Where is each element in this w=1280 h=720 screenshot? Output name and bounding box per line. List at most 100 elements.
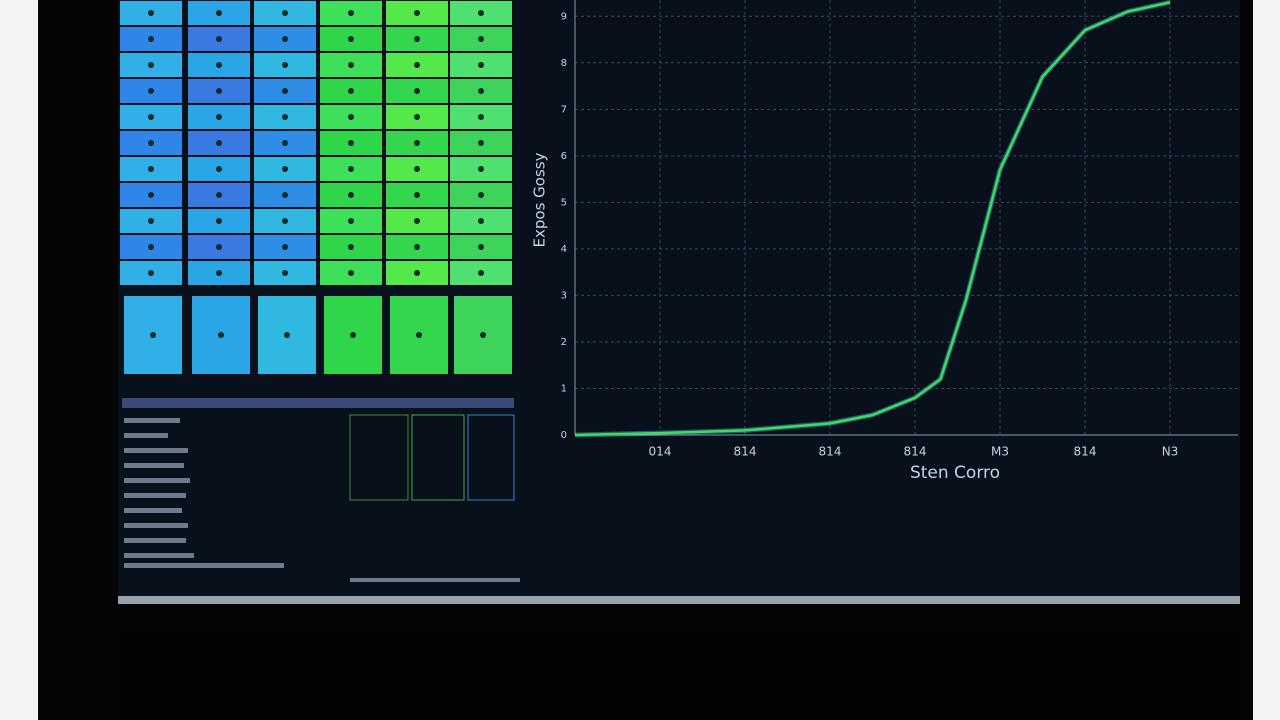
cell-dot [348,270,354,276]
cell-dot [148,140,154,146]
cell-dot [478,88,484,94]
cell-dot [282,88,288,94]
cell-dot [414,140,420,146]
cell-dot [414,218,420,224]
cell-dot [348,36,354,42]
cell-dot [348,140,354,146]
cell-dot [414,62,420,68]
text-line [124,493,186,498]
y-tick-label: 3 [561,290,567,301]
text-line [124,553,194,558]
cell-dot [148,244,154,250]
text-line [124,508,182,513]
cell-dot [478,62,484,68]
cell-dot [282,192,288,198]
cell-dot [148,166,154,172]
text-panel [122,398,520,582]
text-line [124,418,180,423]
mini-table [411,414,465,501]
text-line [350,578,520,582]
text-line [124,523,188,528]
cell-dot [348,244,354,250]
x-tick-label: 014 [649,445,672,459]
cell-dot [282,166,288,172]
cell-dot [478,192,484,198]
cell-dot [478,218,484,224]
y-tick-label: 8 [561,58,567,69]
cell-dot [282,218,288,224]
cell-dot [282,270,288,276]
cell-dot [348,114,354,120]
cell-dot [216,88,222,94]
x-tick-label: 814 [734,445,757,459]
screen-edge [118,596,1240,604]
cell-dot [148,192,154,198]
cell-dot [282,36,288,42]
line-series [574,1,1171,437]
y-tick-label: 6 [561,151,567,162]
mini-table [467,414,515,501]
cell-dot [282,140,288,146]
y-tick-label: 1 [561,383,567,394]
cell-dot [478,270,484,276]
cell-dot [478,10,484,16]
cell-dot [148,114,154,120]
x-tick-label: 814 [819,445,842,459]
x-tick-label: M3 [991,445,1009,459]
y-tick-label: 7 [561,104,567,115]
monitor-base [120,630,1240,720]
cell-dot [148,36,154,42]
cell-dot [350,332,356,338]
cell-dot [216,192,222,198]
x-tick-label: 814 [1074,445,1097,459]
cell-dot [478,36,484,42]
x-tick-label: N3 [1162,445,1179,459]
x-axis-label: Sten Corro [910,463,1000,483]
y-tick-label: 0 [561,430,567,441]
cell-dot [148,88,154,94]
cell-dot [216,166,222,172]
y-tick-label: 9 [561,11,567,22]
cell-dot [348,192,354,198]
cell-dot [148,218,154,224]
cell-dot [148,10,154,16]
cell-dot [414,88,420,94]
cell-dot [478,114,484,120]
cell-dot [282,10,288,16]
y-tick-label: 5 [561,197,567,208]
cell-dot [348,88,354,94]
y-axis-label: Expos Gossy [531,152,549,247]
cell-dot [478,244,484,250]
cell-dot [480,332,486,338]
cell-dot [414,244,420,250]
cell-dot [216,244,222,250]
cell-dot [414,166,420,172]
cell-dot [348,218,354,224]
mini-table [349,414,409,501]
cell-dot [150,332,156,338]
cell-dot [282,114,288,120]
cell-dot [348,10,354,16]
y-tick-label: 2 [561,337,567,348]
text-line [124,448,188,453]
cell-dot [414,36,420,42]
heatmap-panel [120,1,512,374]
cell-dot [414,10,420,16]
cell-dot [216,62,222,68]
cell-dot [414,192,420,198]
chart: Expos Gossy Sten Corro 0 1 2 3 4 5 6 7 8 9 014 814 8… [531,0,1238,483]
text-line [124,563,284,568]
cell-dot [216,36,222,42]
cell-dot [218,332,224,338]
panel-header [122,398,514,408]
cell-dot [284,332,290,338]
cell-dot [416,332,422,338]
cell-dot [414,270,420,276]
text-line [124,538,186,543]
cell-dot [414,114,420,120]
text-line [124,463,184,468]
cell-dot [216,10,222,16]
text-line [124,478,190,483]
cell-dot [216,114,222,120]
